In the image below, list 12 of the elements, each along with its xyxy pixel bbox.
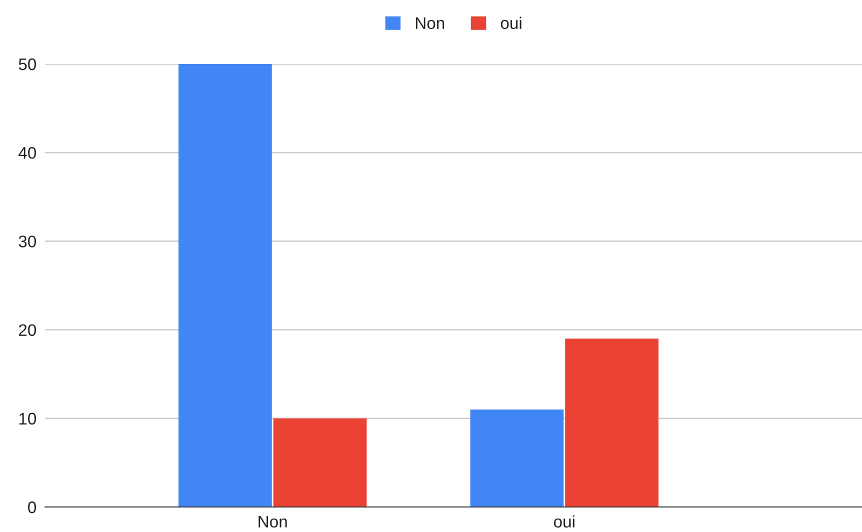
bar: [178, 64, 272, 507]
legend-label: oui: [500, 16, 522, 30]
y-tick-label: 20: [18, 324, 36, 336]
bar: [470, 410, 564, 507]
y-tick-label: 40: [18, 147, 36, 159]
y-tick-label: 30: [18, 236, 36, 248]
y-tick-label: 50: [18, 58, 36, 70]
bar: [273, 418, 367, 507]
legend-label: Non: [416, 17, 444, 30]
y-tick-label: 0: [28, 501, 36, 514]
y-tick-label: 10: [19, 412, 36, 425]
bar: [565, 338, 658, 507]
